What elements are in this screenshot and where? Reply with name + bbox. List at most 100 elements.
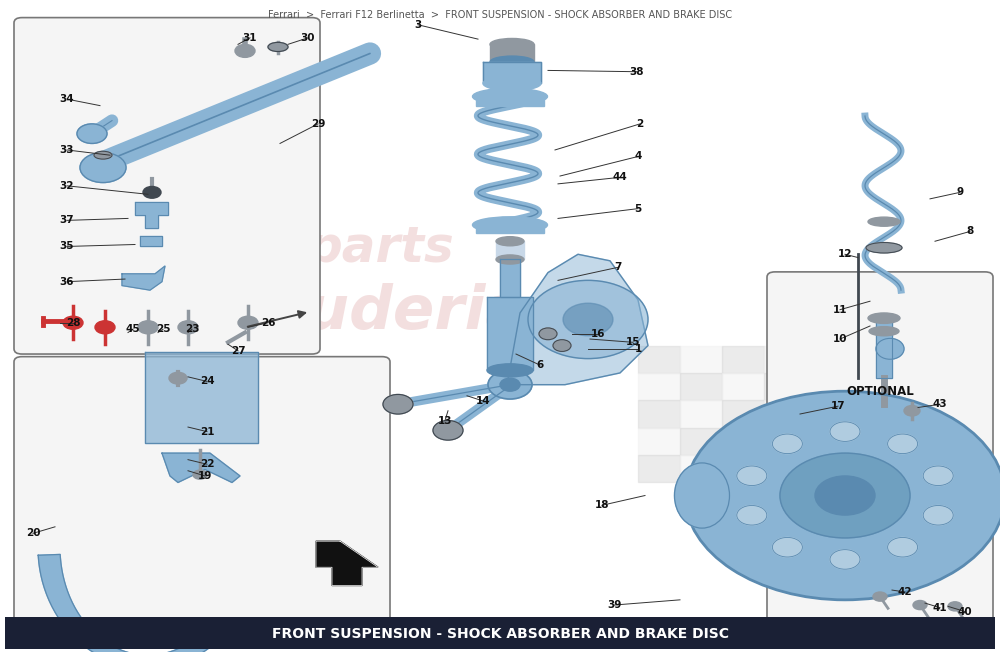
Polygon shape <box>145 352 258 443</box>
Bar <box>638 400 680 428</box>
Text: 43: 43 <box>933 399 947 409</box>
Circle shape <box>63 316 83 329</box>
Ellipse shape <box>868 313 900 323</box>
Bar <box>806 400 848 428</box>
Polygon shape <box>140 236 162 246</box>
Text: 11: 11 <box>833 304 847 315</box>
Bar <box>638 346 680 373</box>
Polygon shape <box>122 266 165 290</box>
Circle shape <box>830 422 860 441</box>
Text: 26: 26 <box>261 318 275 328</box>
Polygon shape <box>38 554 218 652</box>
Ellipse shape <box>496 237 524 246</box>
Bar <box>722 400 764 428</box>
Circle shape <box>383 394 413 414</box>
Circle shape <box>488 370 532 399</box>
Circle shape <box>888 434 918 454</box>
Text: 1: 1 <box>634 344 642 354</box>
Circle shape <box>500 378 520 391</box>
Polygon shape <box>135 202 168 228</box>
Text: 34: 34 <box>60 94 74 104</box>
Bar <box>806 428 848 455</box>
Text: 32: 32 <box>60 181 74 191</box>
Text: 6: 6 <box>536 360 544 370</box>
Text: parts: parts <box>306 224 454 272</box>
Circle shape <box>238 316 258 329</box>
Text: 10: 10 <box>833 334 847 344</box>
Circle shape <box>772 537 802 557</box>
Text: 2: 2 <box>636 119 644 129</box>
Bar <box>680 346 722 373</box>
Text: 19: 19 <box>198 471 212 481</box>
Text: 17: 17 <box>831 401 845 411</box>
Text: 28: 28 <box>66 318 80 328</box>
Bar <box>764 373 806 400</box>
Bar <box>638 373 680 400</box>
Circle shape <box>873 592 887 601</box>
Ellipse shape <box>876 338 904 359</box>
Bar <box>764 455 806 482</box>
Circle shape <box>685 391 1000 600</box>
Circle shape <box>904 406 920 416</box>
Bar <box>680 373 722 400</box>
Text: 12: 12 <box>838 249 852 259</box>
Text: 35: 35 <box>60 241 74 252</box>
Polygon shape <box>500 259 520 297</box>
Circle shape <box>143 186 161 198</box>
Polygon shape <box>876 318 892 378</box>
Text: 27: 27 <box>231 346 245 356</box>
Ellipse shape <box>94 151 112 159</box>
Text: 15: 15 <box>626 337 640 348</box>
Circle shape <box>830 550 860 569</box>
Circle shape <box>913 600 927 610</box>
Ellipse shape <box>866 243 902 253</box>
Circle shape <box>923 466 953 486</box>
Text: 30: 30 <box>301 33 315 43</box>
Circle shape <box>563 303 613 336</box>
Ellipse shape <box>473 216 548 233</box>
Text: 4: 4 <box>634 151 642 162</box>
Bar <box>638 428 680 455</box>
Text: Ferrari  >  Ferrari F12 Berlinetta  >  FRONT SUSPENSION - SHOCK ABSORBER AND BRA: Ferrari > Ferrari F12 Berlinetta > FRONT… <box>268 10 732 20</box>
Circle shape <box>772 434 802 454</box>
Text: 42: 42 <box>898 587 912 597</box>
Ellipse shape <box>674 463 730 528</box>
Text: 41: 41 <box>933 602 947 613</box>
Text: 39: 39 <box>607 600 621 610</box>
Circle shape <box>138 321 158 334</box>
Circle shape <box>780 453 910 538</box>
Ellipse shape <box>868 217 900 226</box>
Text: 14: 14 <box>476 396 490 406</box>
Text: 9: 9 <box>956 187 964 198</box>
Text: 7: 7 <box>614 262 622 273</box>
Text: 18: 18 <box>595 500 609 511</box>
Bar <box>764 400 806 428</box>
Circle shape <box>888 537 918 557</box>
Bar <box>638 455 680 482</box>
Polygon shape <box>316 541 378 585</box>
Text: 40: 40 <box>958 606 972 617</box>
Circle shape <box>948 602 962 611</box>
Circle shape <box>178 321 198 334</box>
Circle shape <box>235 44 255 57</box>
Text: 8: 8 <box>966 226 974 237</box>
Text: 29: 29 <box>311 119 325 129</box>
Text: 36: 36 <box>60 276 74 287</box>
Text: 21: 21 <box>200 426 214 437</box>
Text: 25: 25 <box>156 324 170 334</box>
Bar <box>722 346 764 373</box>
Circle shape <box>95 321 115 334</box>
Ellipse shape <box>487 364 533 377</box>
Bar <box>722 455 764 482</box>
Text: 20: 20 <box>26 528 40 539</box>
Text: 44: 44 <box>613 172 627 183</box>
Polygon shape <box>490 44 534 62</box>
Circle shape <box>169 372 187 384</box>
Text: 3: 3 <box>414 20 422 30</box>
Ellipse shape <box>869 327 899 336</box>
FancyBboxPatch shape <box>767 272 993 638</box>
Circle shape <box>553 340 571 351</box>
Bar <box>680 400 722 428</box>
Ellipse shape <box>473 88 548 104</box>
Text: 38: 38 <box>630 67 644 77</box>
